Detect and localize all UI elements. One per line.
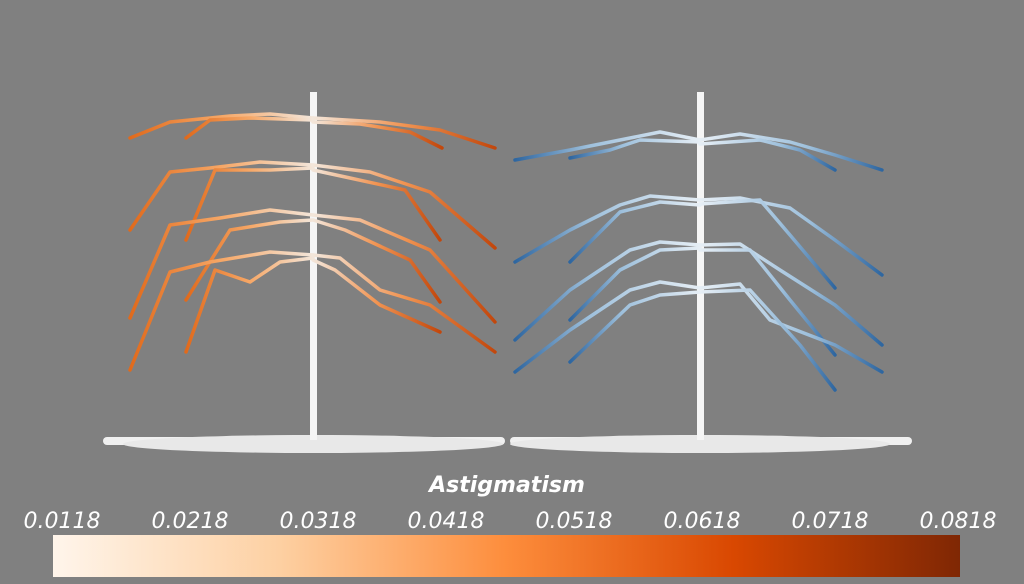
colorbar-tick-label: 0.0618: [664, 509, 741, 534]
colorbar-tick-label: 0.0418: [408, 509, 485, 534]
blue-tree: [510, 92, 912, 453]
colorbar: [53, 535, 960, 577]
colorbar-title: Astigmatism: [427, 473, 585, 498]
colorbar-tick-label: 0.0218: [152, 509, 229, 534]
colorbar-tick-label: 0.0118: [24, 509, 101, 534]
colorbar-tick-label: 0.0818: [920, 509, 997, 534]
orange-tree: [103, 92, 505, 453]
colorbar-tick-label: 0.0318: [280, 509, 357, 534]
colorbar-ticks: 0.0118 0.0218 0.0318 0.0418 0.0518 0.0618 0.07…: [24, 509, 997, 534]
colorbar-tick-label: 0.0518: [536, 509, 613, 534]
colorbar-tick-label: 0.0718: [792, 509, 869, 534]
